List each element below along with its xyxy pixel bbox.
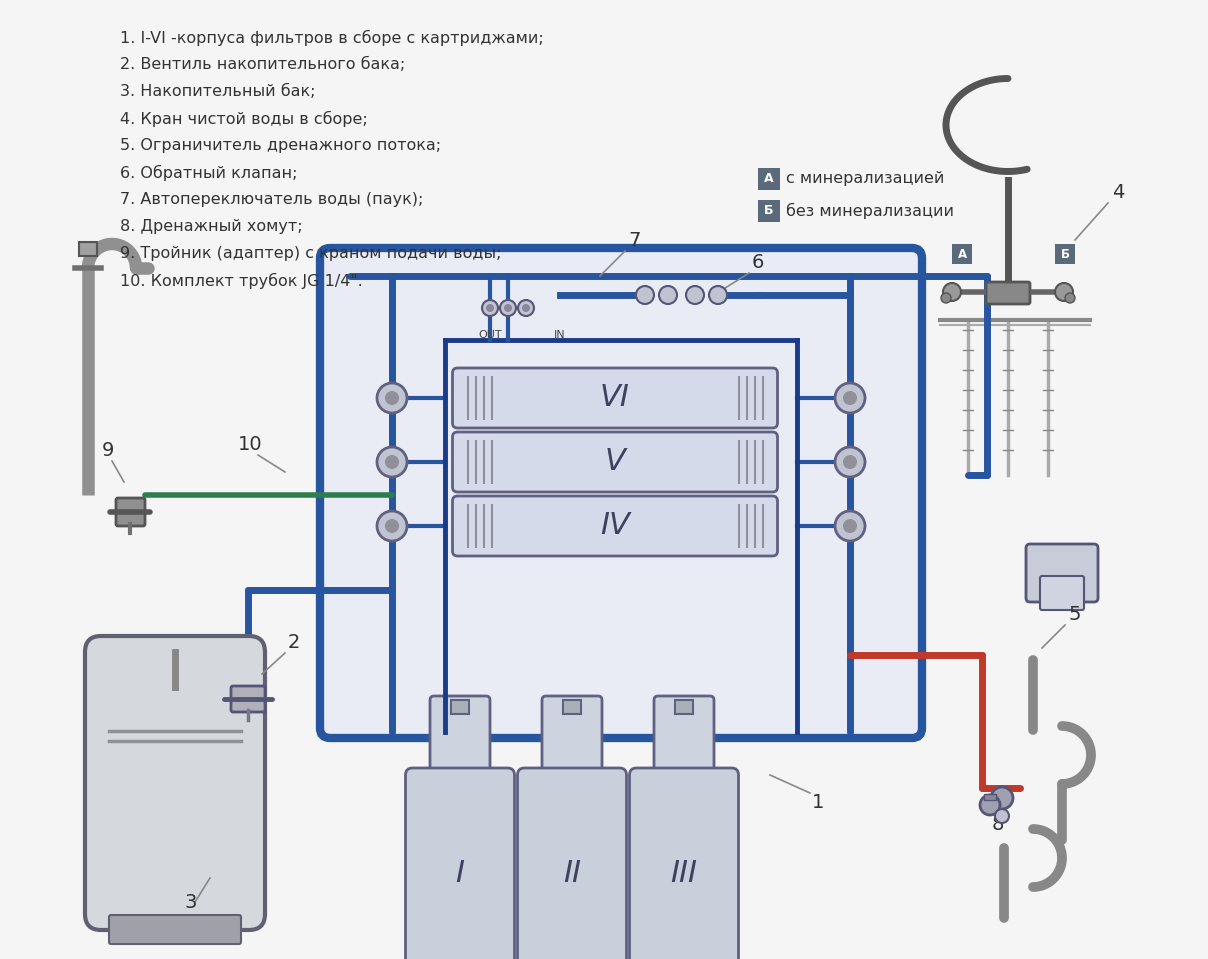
Circle shape bbox=[482, 300, 498, 316]
FancyBboxPatch shape bbox=[85, 636, 265, 930]
Text: 8. Дренажный хомут;: 8. Дренажный хомут; bbox=[120, 219, 303, 234]
Text: 4: 4 bbox=[1113, 183, 1125, 202]
Circle shape bbox=[995, 809, 1009, 823]
Circle shape bbox=[518, 300, 534, 316]
Circle shape bbox=[385, 391, 399, 405]
Circle shape bbox=[835, 383, 865, 413]
FancyBboxPatch shape bbox=[1040, 576, 1084, 610]
Text: 8: 8 bbox=[992, 815, 1004, 834]
Circle shape bbox=[635, 286, 654, 304]
FancyBboxPatch shape bbox=[320, 248, 922, 738]
Text: без минерализации: без минерализации bbox=[786, 203, 954, 219]
Circle shape bbox=[943, 283, 962, 301]
Circle shape bbox=[377, 511, 407, 541]
Text: VI: VI bbox=[600, 384, 629, 412]
Circle shape bbox=[843, 391, 856, 405]
Circle shape bbox=[843, 455, 856, 469]
Circle shape bbox=[835, 447, 865, 477]
FancyBboxPatch shape bbox=[116, 498, 145, 526]
Circle shape bbox=[522, 304, 530, 312]
Circle shape bbox=[660, 286, 676, 304]
Text: А: А bbox=[958, 247, 966, 261]
FancyBboxPatch shape bbox=[453, 496, 778, 556]
Circle shape bbox=[1065, 293, 1075, 303]
FancyBboxPatch shape bbox=[1026, 544, 1098, 602]
Bar bbox=[952, 244, 972, 264]
Circle shape bbox=[991, 787, 1014, 809]
Text: 3. Накопительный бак;: 3. Накопительный бак; bbox=[120, 84, 315, 99]
FancyBboxPatch shape bbox=[517, 768, 627, 959]
Circle shape bbox=[1055, 283, 1073, 301]
Text: II: II bbox=[563, 859, 581, 888]
Text: 7. Автопереключатель воды (паук);: 7. Автопереключатель воды (паук); bbox=[120, 192, 423, 207]
FancyBboxPatch shape bbox=[542, 696, 602, 779]
Circle shape bbox=[709, 286, 727, 304]
Text: А: А bbox=[765, 173, 774, 185]
FancyBboxPatch shape bbox=[986, 282, 1030, 304]
FancyBboxPatch shape bbox=[453, 368, 778, 428]
FancyBboxPatch shape bbox=[629, 768, 738, 959]
Circle shape bbox=[980, 795, 1000, 815]
Text: 10. Комплект трубок JG 1/4".: 10. Комплект трубок JG 1/4". bbox=[120, 273, 362, 290]
Text: 1: 1 bbox=[812, 793, 824, 812]
Text: 2: 2 bbox=[288, 633, 301, 652]
FancyBboxPatch shape bbox=[406, 768, 515, 959]
Text: 3: 3 bbox=[185, 893, 197, 912]
Text: 2. Вентиль накопительного бака;: 2. Вентиль накопительного бака; bbox=[120, 57, 405, 72]
Bar bbox=[563, 700, 581, 714]
Text: с минерализацией: с минерализацией bbox=[786, 172, 945, 186]
Circle shape bbox=[486, 304, 494, 312]
Circle shape bbox=[686, 286, 704, 304]
Bar bbox=[79, 242, 97, 256]
Bar bbox=[451, 700, 469, 714]
Circle shape bbox=[504, 304, 512, 312]
Text: 7: 7 bbox=[628, 231, 640, 250]
Bar bbox=[1055, 244, 1075, 264]
Bar bbox=[675, 700, 693, 714]
FancyBboxPatch shape bbox=[430, 696, 490, 779]
FancyBboxPatch shape bbox=[654, 696, 714, 779]
Bar bbox=[757, 200, 780, 222]
Bar bbox=[985, 794, 997, 800]
Text: 9: 9 bbox=[101, 441, 115, 460]
Bar bbox=[757, 168, 780, 190]
Circle shape bbox=[941, 293, 951, 303]
FancyBboxPatch shape bbox=[453, 432, 778, 492]
Text: IN: IN bbox=[554, 330, 565, 340]
Text: Б: Б bbox=[1061, 247, 1069, 261]
Text: 9. Тройник (адаптер) с краном подачи воды;: 9. Тройник (адаптер) с краном подачи вод… bbox=[120, 246, 501, 261]
Text: 6: 6 bbox=[753, 253, 765, 272]
Text: OUT: OUT bbox=[478, 330, 501, 340]
Circle shape bbox=[500, 300, 516, 316]
Text: 10: 10 bbox=[238, 435, 262, 454]
Circle shape bbox=[377, 447, 407, 477]
Circle shape bbox=[385, 455, 399, 469]
Circle shape bbox=[385, 519, 399, 533]
FancyBboxPatch shape bbox=[231, 686, 265, 712]
FancyBboxPatch shape bbox=[109, 915, 242, 944]
Text: V: V bbox=[604, 448, 626, 477]
Circle shape bbox=[835, 511, 865, 541]
Text: 4. Кран чистой воды в сборе;: 4. Кран чистой воды в сборе; bbox=[120, 111, 367, 128]
Text: 6. Обратный клапан;: 6. Обратный клапан; bbox=[120, 165, 297, 181]
Text: Б: Б bbox=[765, 204, 774, 218]
Text: 1. I-VI -корпуса фильтров в сборе с картриджами;: 1. I-VI -корпуса фильтров в сборе с карт… bbox=[120, 30, 544, 46]
Text: I: I bbox=[455, 859, 465, 888]
Text: IV: IV bbox=[600, 511, 629, 541]
Text: 5. Ограничитель дренажного потока;: 5. Ограничитель дренажного потока; bbox=[120, 138, 441, 153]
Text: III: III bbox=[670, 859, 697, 888]
Circle shape bbox=[377, 383, 407, 413]
Text: 5: 5 bbox=[1068, 605, 1080, 624]
Circle shape bbox=[843, 519, 856, 533]
